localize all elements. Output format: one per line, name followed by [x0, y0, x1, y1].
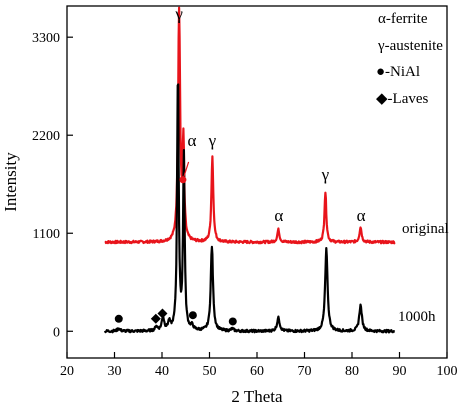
- x-axis-title: 2 Theta: [231, 387, 283, 406]
- series-line-1000h: [103, 83, 396, 334]
- laves-marker: [157, 308, 168, 319]
- peak-label: α: [274, 206, 283, 225]
- y-tick-label: 1100: [33, 227, 60, 242]
- x-tick-label: 70: [298, 364, 312, 379]
- y-tick-label: 2200: [32, 129, 60, 144]
- x-tick-label: 40: [155, 364, 169, 379]
- legend-item-gamma-austenite: γ-austenite: [377, 38, 443, 54]
- nial-marker: [114, 314, 123, 323]
- nial-marker: [228, 317, 237, 326]
- x-axis: 20 30 40 50 60 70 80 90 100: [60, 352, 458, 379]
- plot-frame: [66, 5, 448, 359]
- legend-item-nial: ●-NiAl: [376, 64, 420, 80]
- peak-label: α: [187, 131, 196, 150]
- peak-label: γ: [208, 131, 217, 150]
- peak-label: γ: [321, 165, 330, 184]
- series-layer: [103, 6, 396, 334]
- series-label-original: original: [402, 221, 449, 237]
- y-tick-label: 3300: [32, 31, 60, 46]
- alpha-pointer-dot: [179, 176, 187, 184]
- x-tick-label: 20: [60, 364, 74, 379]
- x-tick-label: 80: [345, 364, 359, 379]
- y-tick-label: 0: [53, 325, 60, 340]
- x-tick-label: 100: [437, 364, 458, 379]
- peak-label: α: [357, 206, 366, 225]
- peak-label: γ: [174, 4, 183, 23]
- series-line-original: [104, 6, 396, 245]
- y-axis-title: Intensity: [1, 152, 20, 212]
- x-tick-label: 90: [393, 364, 407, 379]
- series-label-1000h: 1000h: [398, 309, 436, 325]
- x-tick-label: 50: [203, 364, 217, 379]
- y-axis: 0 1100 2200 3300: [32, 31, 73, 340]
- x-tick-label: 30: [108, 364, 122, 379]
- laves-marker: [150, 313, 161, 324]
- nial-marker: [188, 311, 197, 320]
- legend-item-laves: ◆-Laves: [376, 91, 429, 107]
- x-tick-label: 60: [250, 364, 264, 379]
- legend-item-alpha-ferrite: α-ferrite: [378, 11, 428, 27]
- legend: α-ferrite γ-austenite ●-NiAl ◆-Laves: [376, 11, 443, 107]
